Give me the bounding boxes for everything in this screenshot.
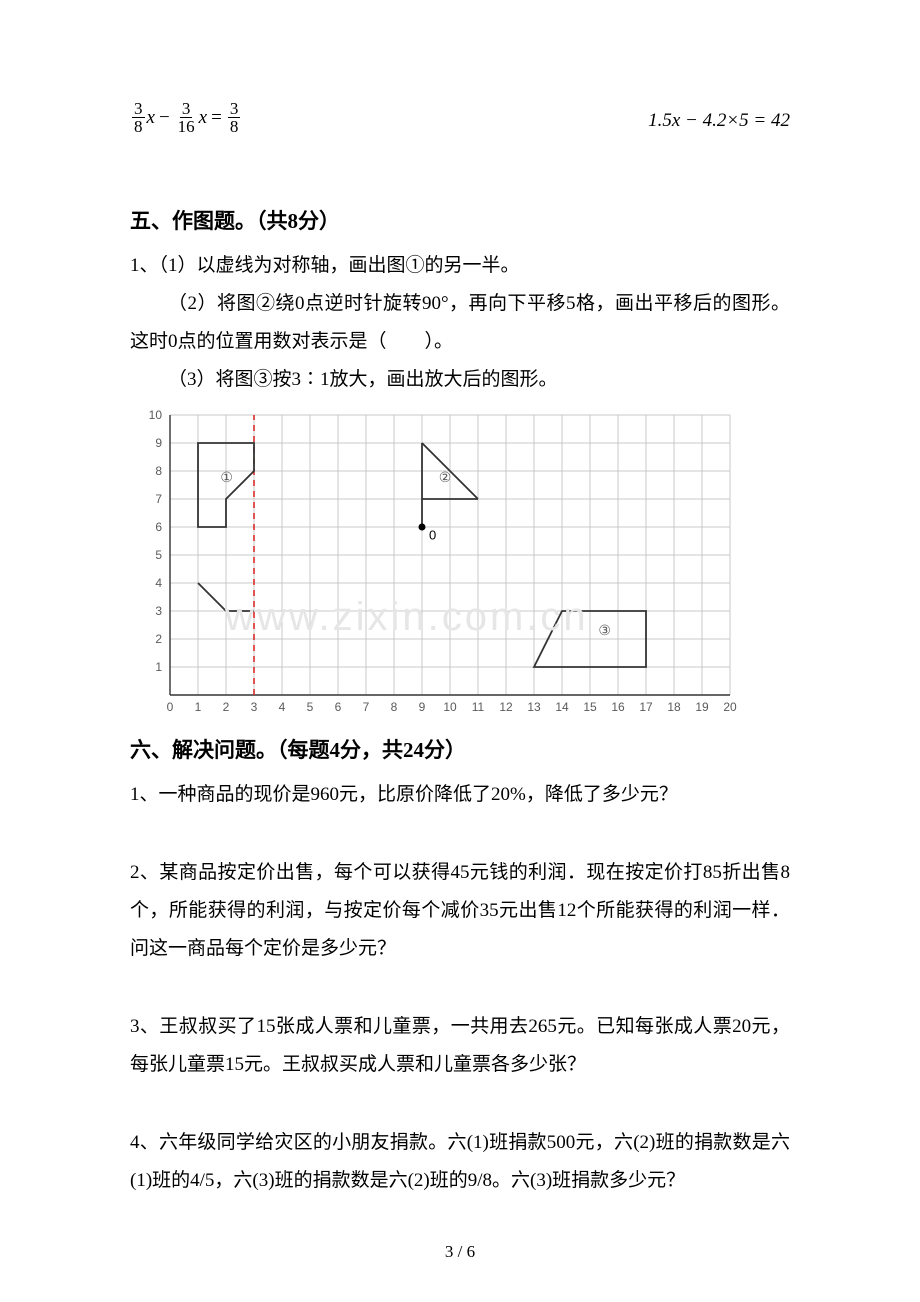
equation-row: 3 8 x − 3 16 x = 3 8 1.5x − 4.2×5 = 42 bbox=[130, 100, 790, 135]
svg-text:1: 1 bbox=[155, 660, 162, 674]
fraction-2: 3 16 bbox=[176, 100, 197, 135]
grid-svg: 1234567891001234567891011121314151617181… bbox=[130, 405, 740, 715]
s5-q1-line1: 1、（1）以虚线为对称轴，画出图①的另一半。 bbox=[130, 247, 790, 285]
svg-text:3: 3 bbox=[155, 604, 162, 618]
frac-num: 3 bbox=[228, 100, 241, 118]
s6-q4: 4、六年级同学给灾区的小朋友捐款。六(1)班捐款500元，六(2)班的捐款数是六… bbox=[130, 1124, 790, 1200]
s6-q3: 3、王叔叔买了15张成人票和儿童票，一共用去265元。已知每张成人票20元，每张… bbox=[130, 1008, 790, 1084]
svg-text:4: 4 bbox=[155, 576, 162, 590]
equation-left: 3 8 x − 3 16 x = 3 8 bbox=[130, 100, 242, 135]
s5-q1-line3: （3）将图③按3∶1放大，画出放大后的图形。 bbox=[130, 361, 790, 399]
svg-text:2: 2 bbox=[223, 700, 230, 714]
svg-text:5: 5 bbox=[155, 548, 162, 562]
frac-den: 8 bbox=[228, 118, 241, 135]
svg-text:②: ② bbox=[439, 469, 452, 485]
svg-text:18: 18 bbox=[667, 700, 681, 714]
svg-text:6: 6 bbox=[335, 700, 342, 714]
svg-text:11: 11 bbox=[472, 700, 485, 714]
page-number: 3 / 6 bbox=[0, 1242, 920, 1262]
grid-chart: 1234567891001234567891011121314151617181… bbox=[130, 405, 790, 720]
svg-text:7: 7 bbox=[155, 492, 162, 506]
svg-text:③: ③ bbox=[598, 622, 611, 638]
var-x: x bbox=[199, 107, 207, 129]
frac-den: 8 bbox=[132, 118, 145, 135]
svg-text:6: 6 bbox=[155, 520, 162, 534]
svg-text:8: 8 bbox=[155, 464, 162, 478]
s6-q2: 2、某商品按定价出售，每个可以获得45元钱的利润．现在按定价打85折出售8个，所… bbox=[130, 854, 790, 968]
frac-num: 3 bbox=[180, 100, 193, 118]
section6-heading: 六、解决问题。（每题4分，共24分） bbox=[130, 734, 790, 764]
svg-text:2: 2 bbox=[155, 632, 162, 646]
svg-text:4: 4 bbox=[279, 700, 286, 714]
svg-text:14: 14 bbox=[555, 700, 569, 714]
svg-text:①: ① bbox=[220, 469, 233, 485]
svg-text:5: 5 bbox=[307, 700, 314, 714]
svg-text:1: 1 bbox=[195, 700, 202, 714]
svg-text:16: 16 bbox=[611, 700, 625, 714]
svg-text:12: 12 bbox=[499, 700, 513, 714]
frac-num: 3 bbox=[132, 100, 145, 118]
svg-text:9: 9 bbox=[419, 700, 426, 714]
svg-text:17: 17 bbox=[639, 700, 653, 714]
svg-text:8: 8 bbox=[391, 700, 398, 714]
svg-text:7: 7 bbox=[363, 700, 370, 714]
var-x: x bbox=[147, 107, 155, 129]
svg-text:9: 9 bbox=[155, 436, 162, 450]
minus: − bbox=[159, 107, 170, 129]
frac-den: 16 bbox=[176, 118, 197, 135]
svg-text:0: 0 bbox=[167, 700, 174, 714]
section5-heading: 五、作图题。（共8分） bbox=[130, 205, 790, 235]
svg-text:10: 10 bbox=[443, 700, 457, 714]
equation-right: 1.5x − 4.2×5 = 42 bbox=[648, 100, 790, 135]
svg-text:20: 20 bbox=[723, 700, 737, 714]
svg-text:19: 19 bbox=[695, 700, 709, 714]
svg-text:10: 10 bbox=[149, 408, 163, 422]
svg-text:13: 13 bbox=[527, 700, 541, 714]
svg-text:15: 15 bbox=[583, 700, 597, 714]
s5-q1-line2: （2）将图②绕0点逆时针旋转90°，再向下平移5格，画出平移后的图形。这时0点的… bbox=[130, 285, 790, 361]
fraction-3: 3 8 bbox=[228, 100, 241, 135]
s6-q1: 1、一种商品的现价是960元，比原价降低了20%，降低了多少元？ bbox=[130, 776, 790, 814]
equals: = bbox=[211, 107, 222, 129]
fraction-1: 3 8 bbox=[132, 100, 145, 135]
svg-text:3: 3 bbox=[251, 700, 258, 714]
svg-text:0: 0 bbox=[429, 528, 436, 543]
